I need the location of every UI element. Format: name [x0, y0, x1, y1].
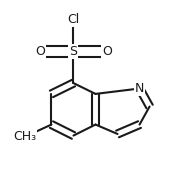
Text: O: O [35, 45, 45, 58]
Text: N: N [135, 82, 144, 95]
Text: O: O [102, 45, 112, 58]
Text: CH₃: CH₃ [13, 130, 36, 143]
Text: S: S [70, 45, 77, 58]
Text: Cl: Cl [67, 13, 80, 26]
